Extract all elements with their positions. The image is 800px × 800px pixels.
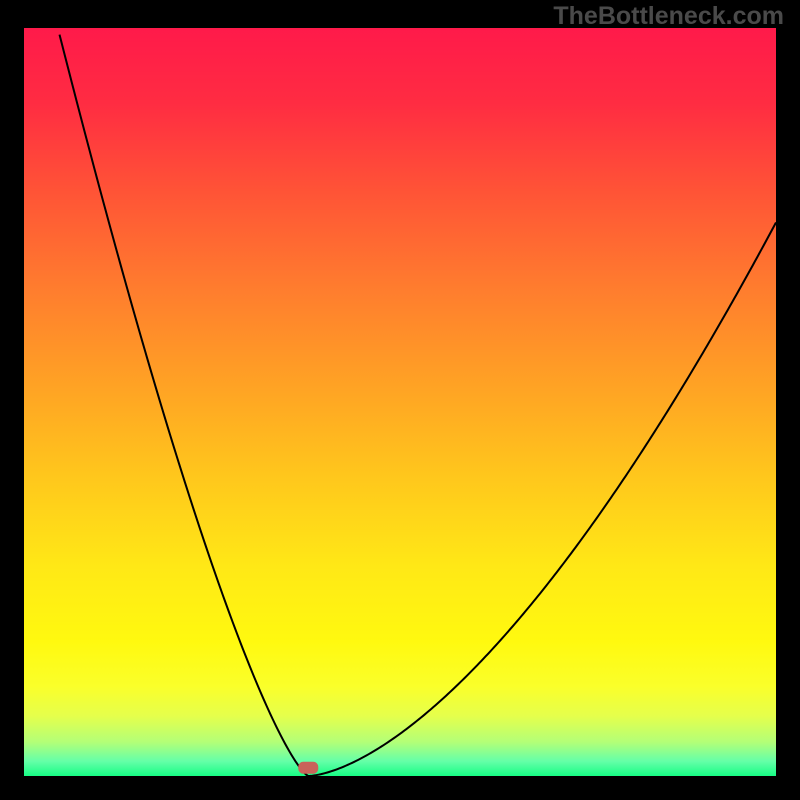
chart-frame: TheBottleneck.com bbox=[0, 0, 800, 800]
gradient-background bbox=[24, 28, 776, 776]
min-marker bbox=[298, 762, 318, 774]
watermark-text: TheBottleneck.com bbox=[553, 2, 784, 31]
plot-area bbox=[24, 28, 776, 776]
chart-svg bbox=[24, 28, 776, 776]
